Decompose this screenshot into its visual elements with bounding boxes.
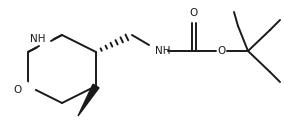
Text: NH: NH: [155, 46, 170, 56]
Polygon shape: [78, 84, 99, 116]
Text: O: O: [218, 46, 226, 56]
Text: O: O: [14, 85, 22, 95]
Text: NH: NH: [30, 34, 46, 44]
Text: O: O: [190, 8, 198, 18]
